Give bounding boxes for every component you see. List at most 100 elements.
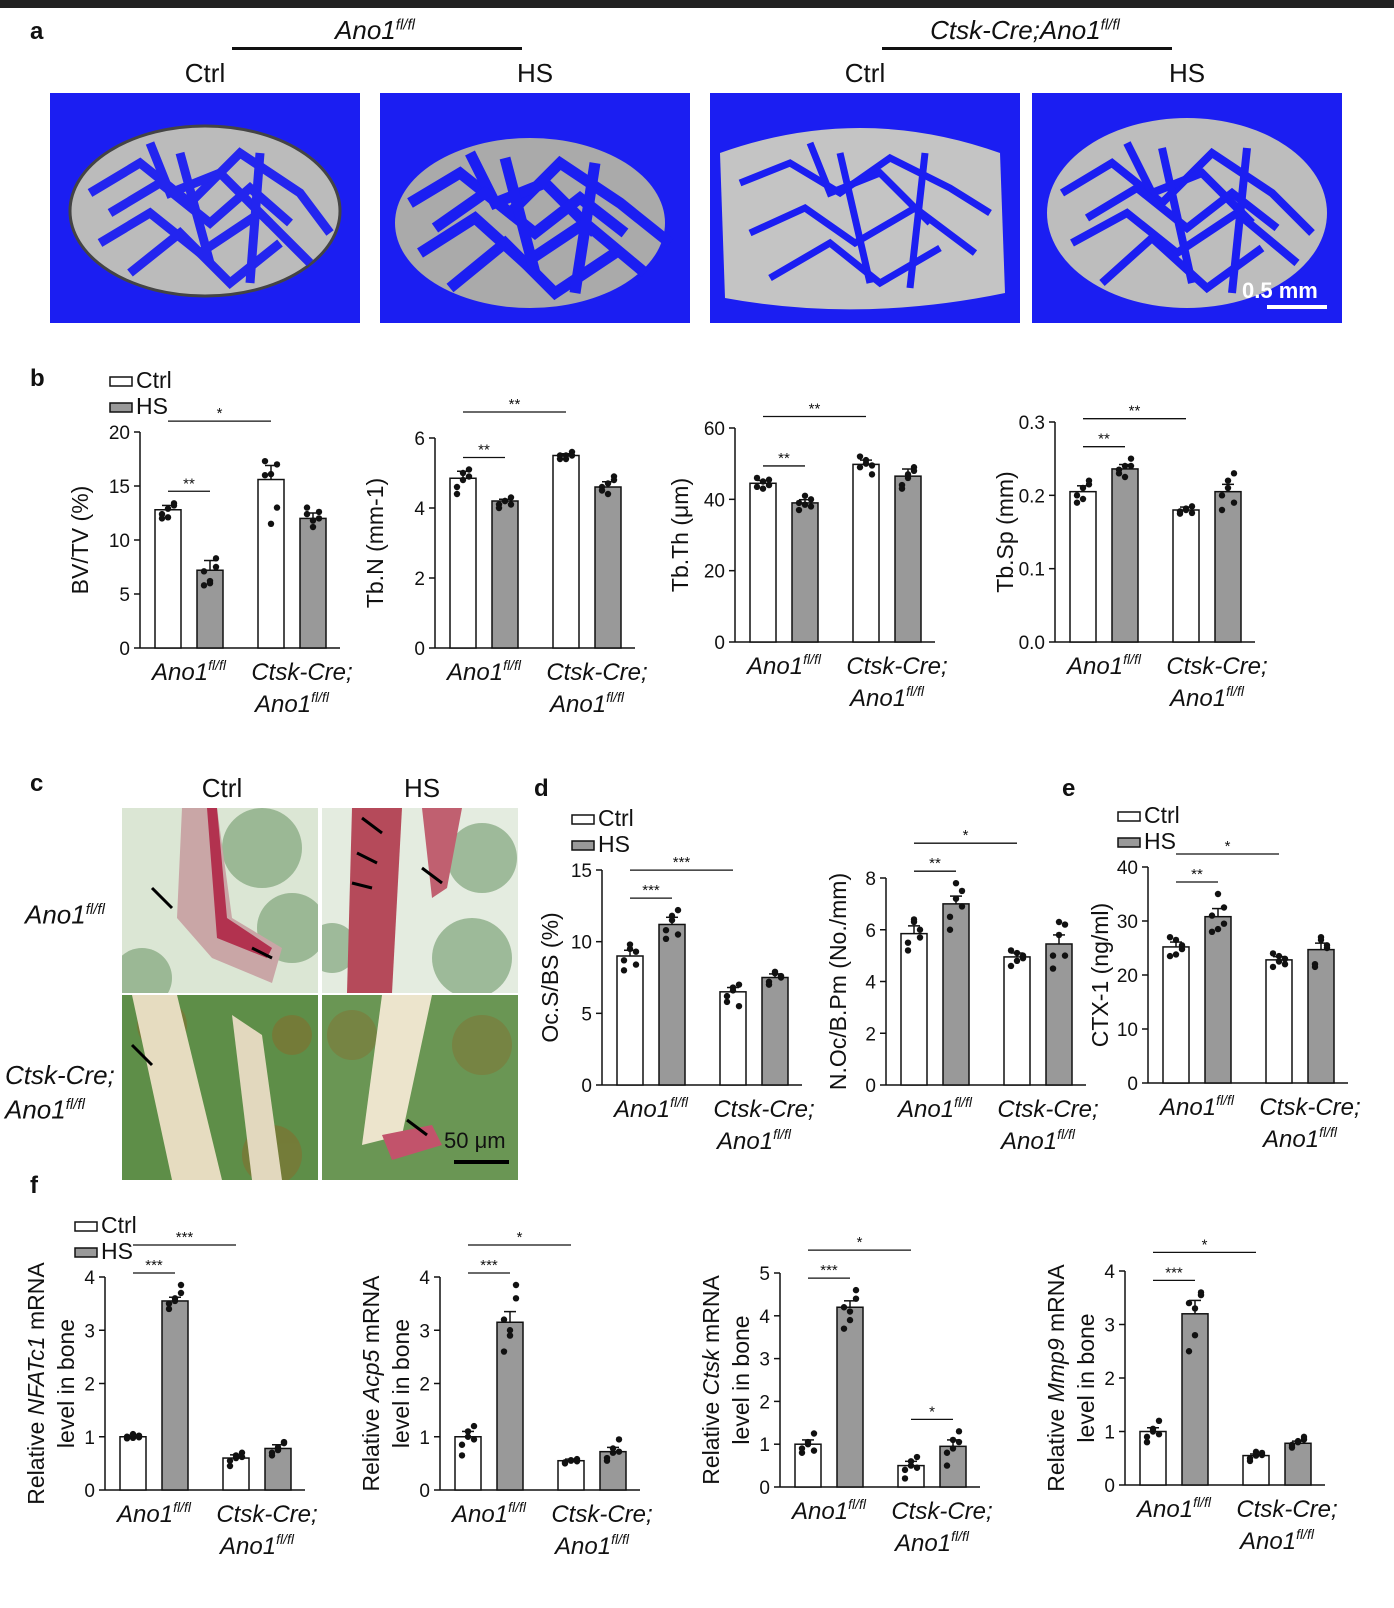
data-point [668,912,676,920]
data-point [261,457,269,465]
data-point [810,1430,818,1437]
data-point [177,1281,185,1289]
panel-letter-d: d [534,775,549,802]
y-tick-label: 4 [419,1268,430,1289]
data-point [1013,957,1021,964]
y-tick-label: 10 [1117,1020,1138,1041]
histology-col-hs: HS [403,773,441,803]
data-point [852,1286,860,1294]
data-point [662,927,670,934]
significance-label: * [1225,838,1231,855]
y-tick-label: 4 [84,1268,95,1289]
x-category-label-2b: Ano1fl/fl [848,683,925,712]
y-axis-label: Tb.Sp (mm) [992,471,1018,592]
data-point [226,1457,234,1464]
data-point [795,499,803,507]
data-point [1208,928,1216,935]
significance-label: *** [673,854,691,871]
y-axis-label: Relative Mmp9 mRNA [1043,1264,1069,1492]
data-point [1214,890,1222,898]
data-point [506,1332,514,1339]
data-point [840,1325,848,1332]
y-tick-label: 20 [1117,966,1138,987]
y-tick-label: 0 [581,1076,592,1097]
x-category-label-1: Ano1fl/fl [745,651,822,680]
data-point [868,471,876,478]
y-tick-label: 4 [414,499,425,520]
data-point [1294,1437,1302,1445]
data-point [158,510,166,518]
data-point [1214,925,1222,933]
x-category-label-1: Ano1fl/fl [450,1499,527,1528]
data-point [620,967,628,974]
data-point [1300,1433,1308,1441]
chart-ocs-bs: 0 5 10 15 Oc.S/BS (%) *** *** Ano1fl/fl Ctsk-Cre… [537,805,815,1155]
data-point [765,476,773,483]
data-point [771,968,779,975]
genotype-header-ano1: Ano1fl/fl [335,15,415,45]
data-point [1172,951,1180,958]
y-tick-label: 20 [704,562,725,583]
bar [161,1300,189,1491]
data-point [512,1281,520,1289]
data-point [1311,963,1319,971]
bar [942,903,970,1086]
data-point [507,501,515,508]
significance-label: ** [183,475,195,492]
top-border [0,0,1394,8]
significance-label: ** [929,855,941,872]
data-point [1188,509,1196,517]
data-point [1061,921,1069,928]
x-category-label-2a: Ctsk-Cre; [551,1501,652,1528]
plot-group: 0 20 40 60 Tb.Th (μm) ** ** Ano1fl/fl Ctsk-Cre; A… [667,401,948,712]
data-point [465,473,473,480]
x-category-label-2b: Ano1fl/fl [548,689,625,718]
significance-label: *** [480,1257,498,1274]
x-category-label-2a: Ctsk-Cre; [1236,1496,1337,1523]
y-tick-label: 3 [759,1350,770,1371]
data-point [753,474,761,482]
data-point [232,1452,240,1459]
y-tick-label: 1 [759,1435,770,1456]
bar [594,486,622,649]
data-point [303,510,311,518]
x-category-label-2a: Ctsk-Cre; [891,1498,992,1525]
y-tick-label: 5 [119,585,130,606]
data-point [913,1453,921,1461]
bar [491,500,519,649]
data-point [165,1300,173,1307]
data-point [1197,1291,1205,1299]
data-point [759,478,767,485]
bar [900,932,928,1086]
legend-label-hs: HS [1144,828,1176,854]
y-tick-label: 30 [1117,912,1138,933]
bar [1045,943,1073,1086]
data-point [567,1456,575,1464]
condition-label-1: Ctrl [184,58,226,88]
data-point [723,998,731,1006]
data-point [901,1475,909,1482]
genotype-header-ctsk: Ctsk-Cre;Ano1fl/fl [930,15,1120,45]
histology-col-ctrl: Ctrl [201,773,243,803]
data-point [165,1305,173,1313]
bar [552,454,580,649]
significance-label: *** [642,882,660,899]
data-point [913,1464,921,1471]
data-point [212,555,220,562]
y-tick-label: 6 [865,921,876,942]
histology-ctsk-ctrl [122,995,318,1180]
data-point [1055,918,1063,926]
data-point [958,887,966,895]
significance-label: ** [1129,403,1141,420]
data-point [1007,947,1015,954]
data-point [1230,470,1238,477]
legend-label-ctrl: Ctrl [598,805,634,831]
data-point [464,1428,472,1435]
x-category-label-1: Ano1fl/fl [445,657,522,686]
x-category-label-1: Ano1fl/fl [115,1499,192,1528]
data-point [1055,931,1063,939]
y-tick-label: 1 [419,1428,430,1449]
bar [1181,1313,1209,1486]
